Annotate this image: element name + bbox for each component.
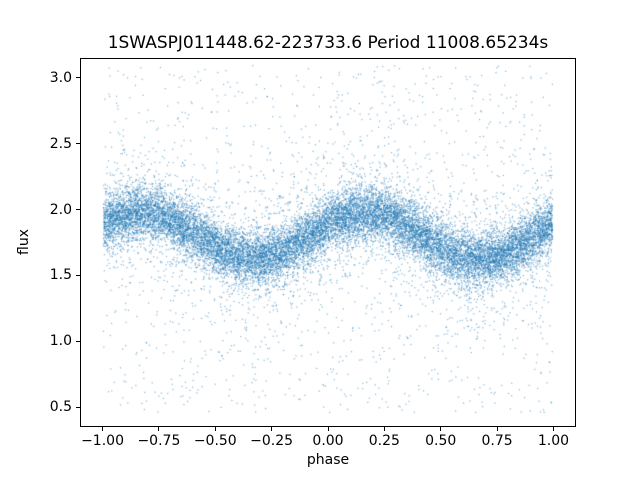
x-tick-mark [271,427,273,431]
y-tick-label: 2.5 [49,135,72,152]
y-axis-label: flux [16,229,32,255]
x-tick-mark [214,427,216,431]
x-axis-label: phase [306,452,350,468]
x-tick-mark [552,427,554,431]
x-tick-label: 0.25 [368,433,400,449]
x-tick-mark [383,427,385,431]
y-tick-mark [76,143,80,145]
y-tick-label: 0.5 [49,399,72,416]
plot-area [80,58,576,427]
x-tick-mark [158,427,160,431]
y-tick-mark [76,340,80,342]
y-tick-mark [76,77,80,79]
x-tick-label: 0.50 [425,433,457,449]
x-tick-label: −1.00 [81,433,124,449]
chart-title: 1SWASPJ011448.62-223733.6 Period 11008.6… [107,33,549,53]
y-tick-mark [76,406,80,408]
x-tick-mark [496,427,498,431]
y-tick-label: 2.0 [49,201,72,218]
x-tick-label: −0.50 [193,433,237,449]
x-tick-mark [440,427,442,431]
x-tick-label: −0.25 [250,433,294,449]
y-tick-label: 3.0 [49,69,72,86]
x-tick-mark [327,427,329,431]
y-tick-label: 1.5 [49,267,72,284]
y-tick-mark [76,274,80,276]
x-tick-label: 0.00 [312,433,344,449]
x-tick-mark [102,427,104,431]
x-tick-label: 0.75 [481,433,513,449]
x-tick-label: −0.75 [137,433,181,449]
y-tick-mark [76,209,80,211]
y-tick-label: 1.0 [49,333,72,350]
x-tick-label: 1.00 [537,433,570,449]
scatter-points-canvas [81,59,575,426]
